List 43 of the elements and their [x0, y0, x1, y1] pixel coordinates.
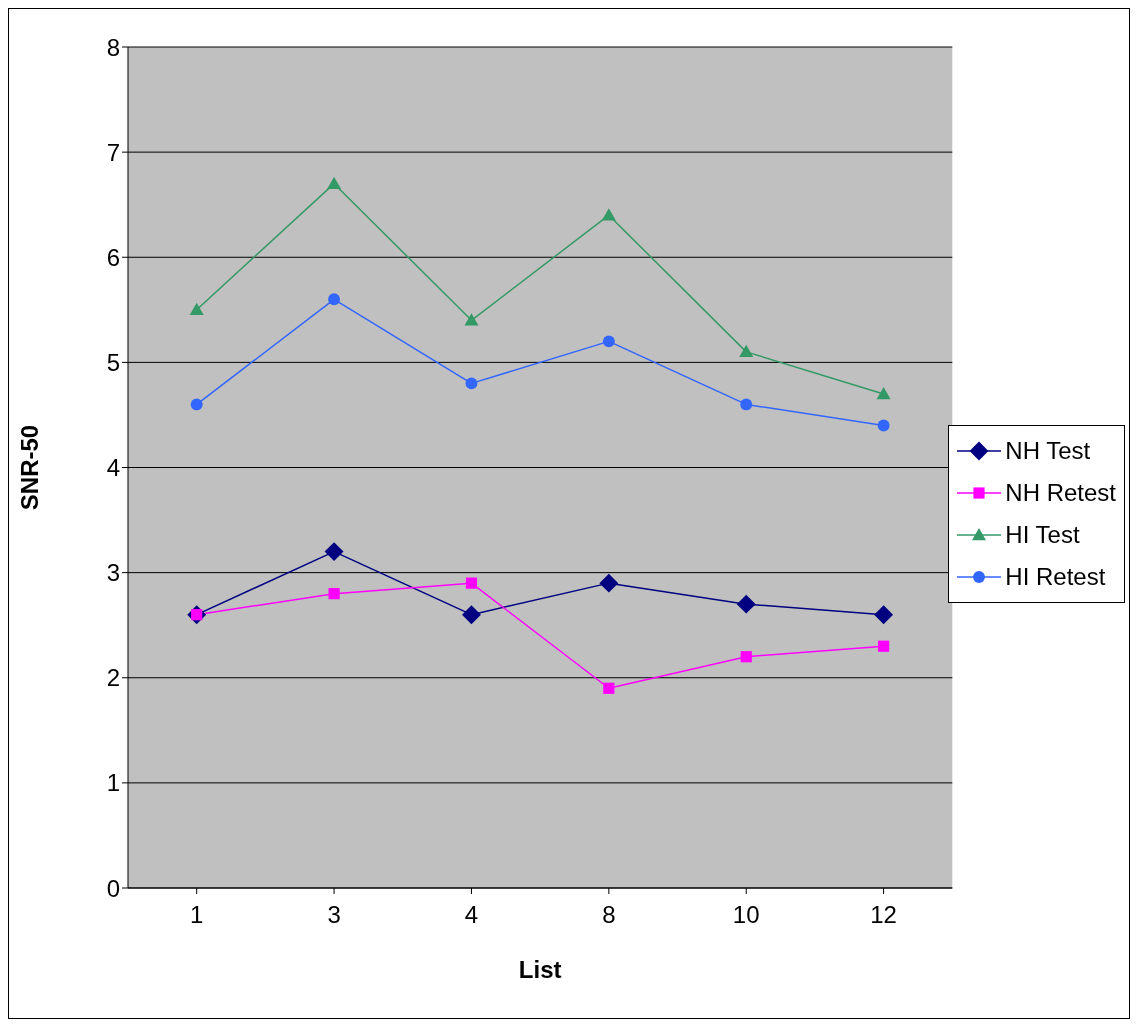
- point: [189, 302, 204, 316]
- x-tick-label: 12: [870, 901, 897, 929]
- legend-label: HI Retest: [1005, 562, 1106, 591]
- y-tick-label: 5: [106, 348, 120, 376]
- point: [603, 682, 615, 694]
- legend-label: HI Test: [1005, 520, 1080, 549]
- y-tick-label: 3: [106, 559, 120, 587]
- point: [876, 386, 891, 400]
- y-tick-label: 7: [106, 138, 120, 166]
- y-tick-label: 6: [106, 243, 120, 271]
- point: [464, 313, 479, 326]
- point: [324, 542, 344, 562]
- y-tick-label: 8: [106, 33, 120, 61]
- x-axis-title: List: [518, 956, 562, 983]
- y-axis-title: SNR-50: [15, 424, 43, 511]
- point: [328, 293, 341, 306]
- point: [878, 640, 890, 652]
- point: [736, 594, 756, 614]
- y-tick-label: 1: [106, 769, 120, 797]
- point: [190, 398, 203, 411]
- point: [601, 208, 616, 221]
- point: [465, 577, 478, 589]
- point: [877, 419, 890, 432]
- y-tick-label: 4: [106, 454, 120, 482]
- point: [739, 344, 754, 358]
- point: [740, 398, 753, 411]
- x-tick-label: 1: [190, 901, 204, 929]
- point: [465, 377, 478, 390]
- point: [602, 335, 615, 348]
- point: [462, 605, 481, 625]
- point: [328, 588, 340, 600]
- y-tick-label: 2: [106, 664, 120, 692]
- legend-label: NH Test: [1005, 436, 1091, 465]
- y-tick-label: 0: [106, 874, 120, 902]
- point: [327, 176, 342, 189]
- x-tick-label: 8: [602, 901, 616, 929]
- x-tick-label: 4: [464, 901, 479, 929]
- x-tick-label: 3: [327, 901, 341, 929]
- legend-label: NH Retest: [1005, 478, 1116, 507]
- point: [874, 605, 894, 625]
- point: [740, 651, 752, 663]
- x-tick-label: 10: [732, 901, 760, 929]
- point: [599, 573, 619, 593]
